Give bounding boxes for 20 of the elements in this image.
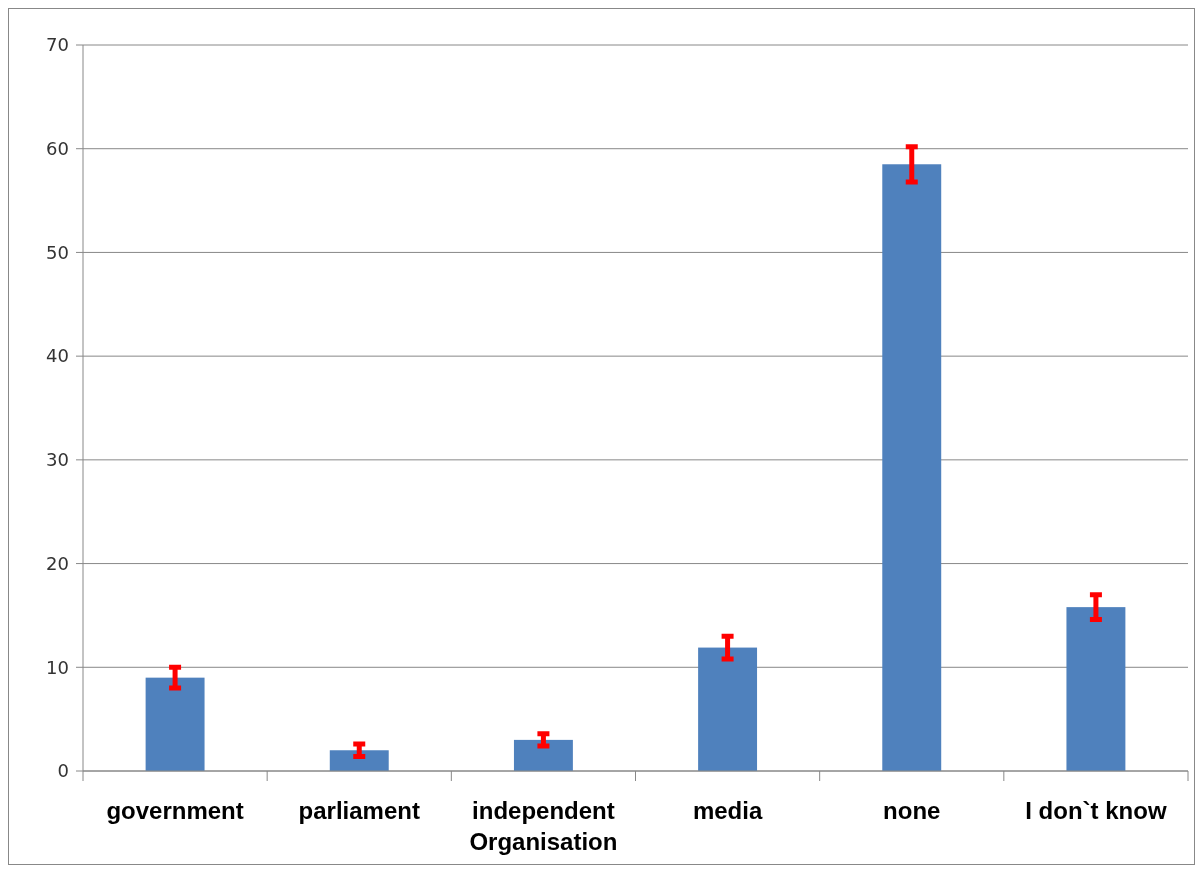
y-tick-label: 70 [46, 34, 69, 56]
bar [1066, 607, 1126, 771]
x-tick-label: parliament [298, 797, 420, 824]
y-tick-label: 20 [46, 552, 69, 574]
bar [698, 647, 758, 771]
x-tick-label: government [106, 797, 244, 824]
y-tick-label: 50 [46, 241, 69, 263]
y-tick-label: 40 [46, 345, 69, 367]
bar [145, 677, 205, 771]
y-tick-label: 30 [46, 449, 69, 471]
y-tick-label: 10 [46, 656, 69, 678]
bar [882, 164, 942, 771]
x-tick-label: none [883, 797, 941, 824]
x-tick-label: media [692, 797, 763, 824]
y-tick-label: 60 [46, 138, 69, 160]
x-tick-label: I don`t know [1025, 797, 1167, 824]
bar [513, 739, 573, 771]
bar [329, 750, 389, 771]
x-tick-label: independent Organisation [469, 797, 618, 855]
y-tick-label: 0 [57, 760, 69, 782]
